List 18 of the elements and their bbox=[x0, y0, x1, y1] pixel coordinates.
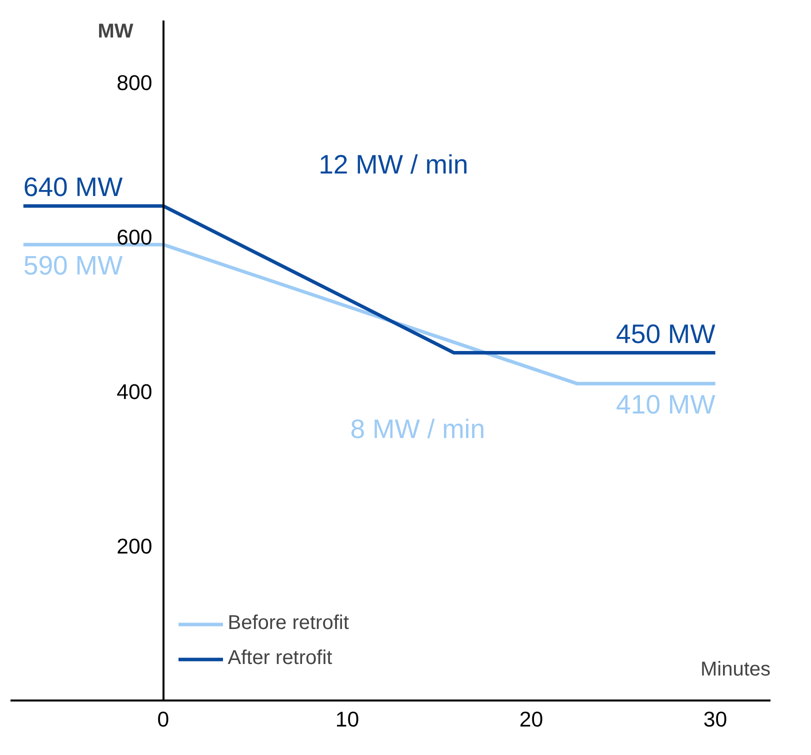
legend-label: After retrofit bbox=[228, 647, 332, 670]
annotation: 12 MW / min bbox=[318, 149, 468, 180]
data-label: 640 MW bbox=[23, 172, 124, 202]
x-tick-label: 30 bbox=[703, 708, 728, 732]
y-tick-label: 200 bbox=[116, 534, 152, 558]
data-label: 410 MW bbox=[616, 390, 716, 420]
x-tick-label: 0 bbox=[157, 708, 170, 732]
x-tick-label: 20 bbox=[519, 708, 544, 732]
data-label: 590 MW bbox=[23, 250, 124, 281]
y-tick-label: 400 bbox=[116, 380, 152, 404]
x-axis-title: Minutes bbox=[700, 658, 770, 680]
data-label: 450 MW bbox=[616, 318, 716, 349]
y-tick-label: 600 bbox=[116, 225, 152, 250]
y-tick-label: 800 bbox=[116, 70, 152, 95]
legend-label: Before retrofit bbox=[228, 612, 349, 635]
x-tick-label: 10 bbox=[335, 708, 360, 732]
annotation: 8 MW / min bbox=[350, 414, 486, 444]
y-axis-title: MW bbox=[98, 20, 134, 42]
